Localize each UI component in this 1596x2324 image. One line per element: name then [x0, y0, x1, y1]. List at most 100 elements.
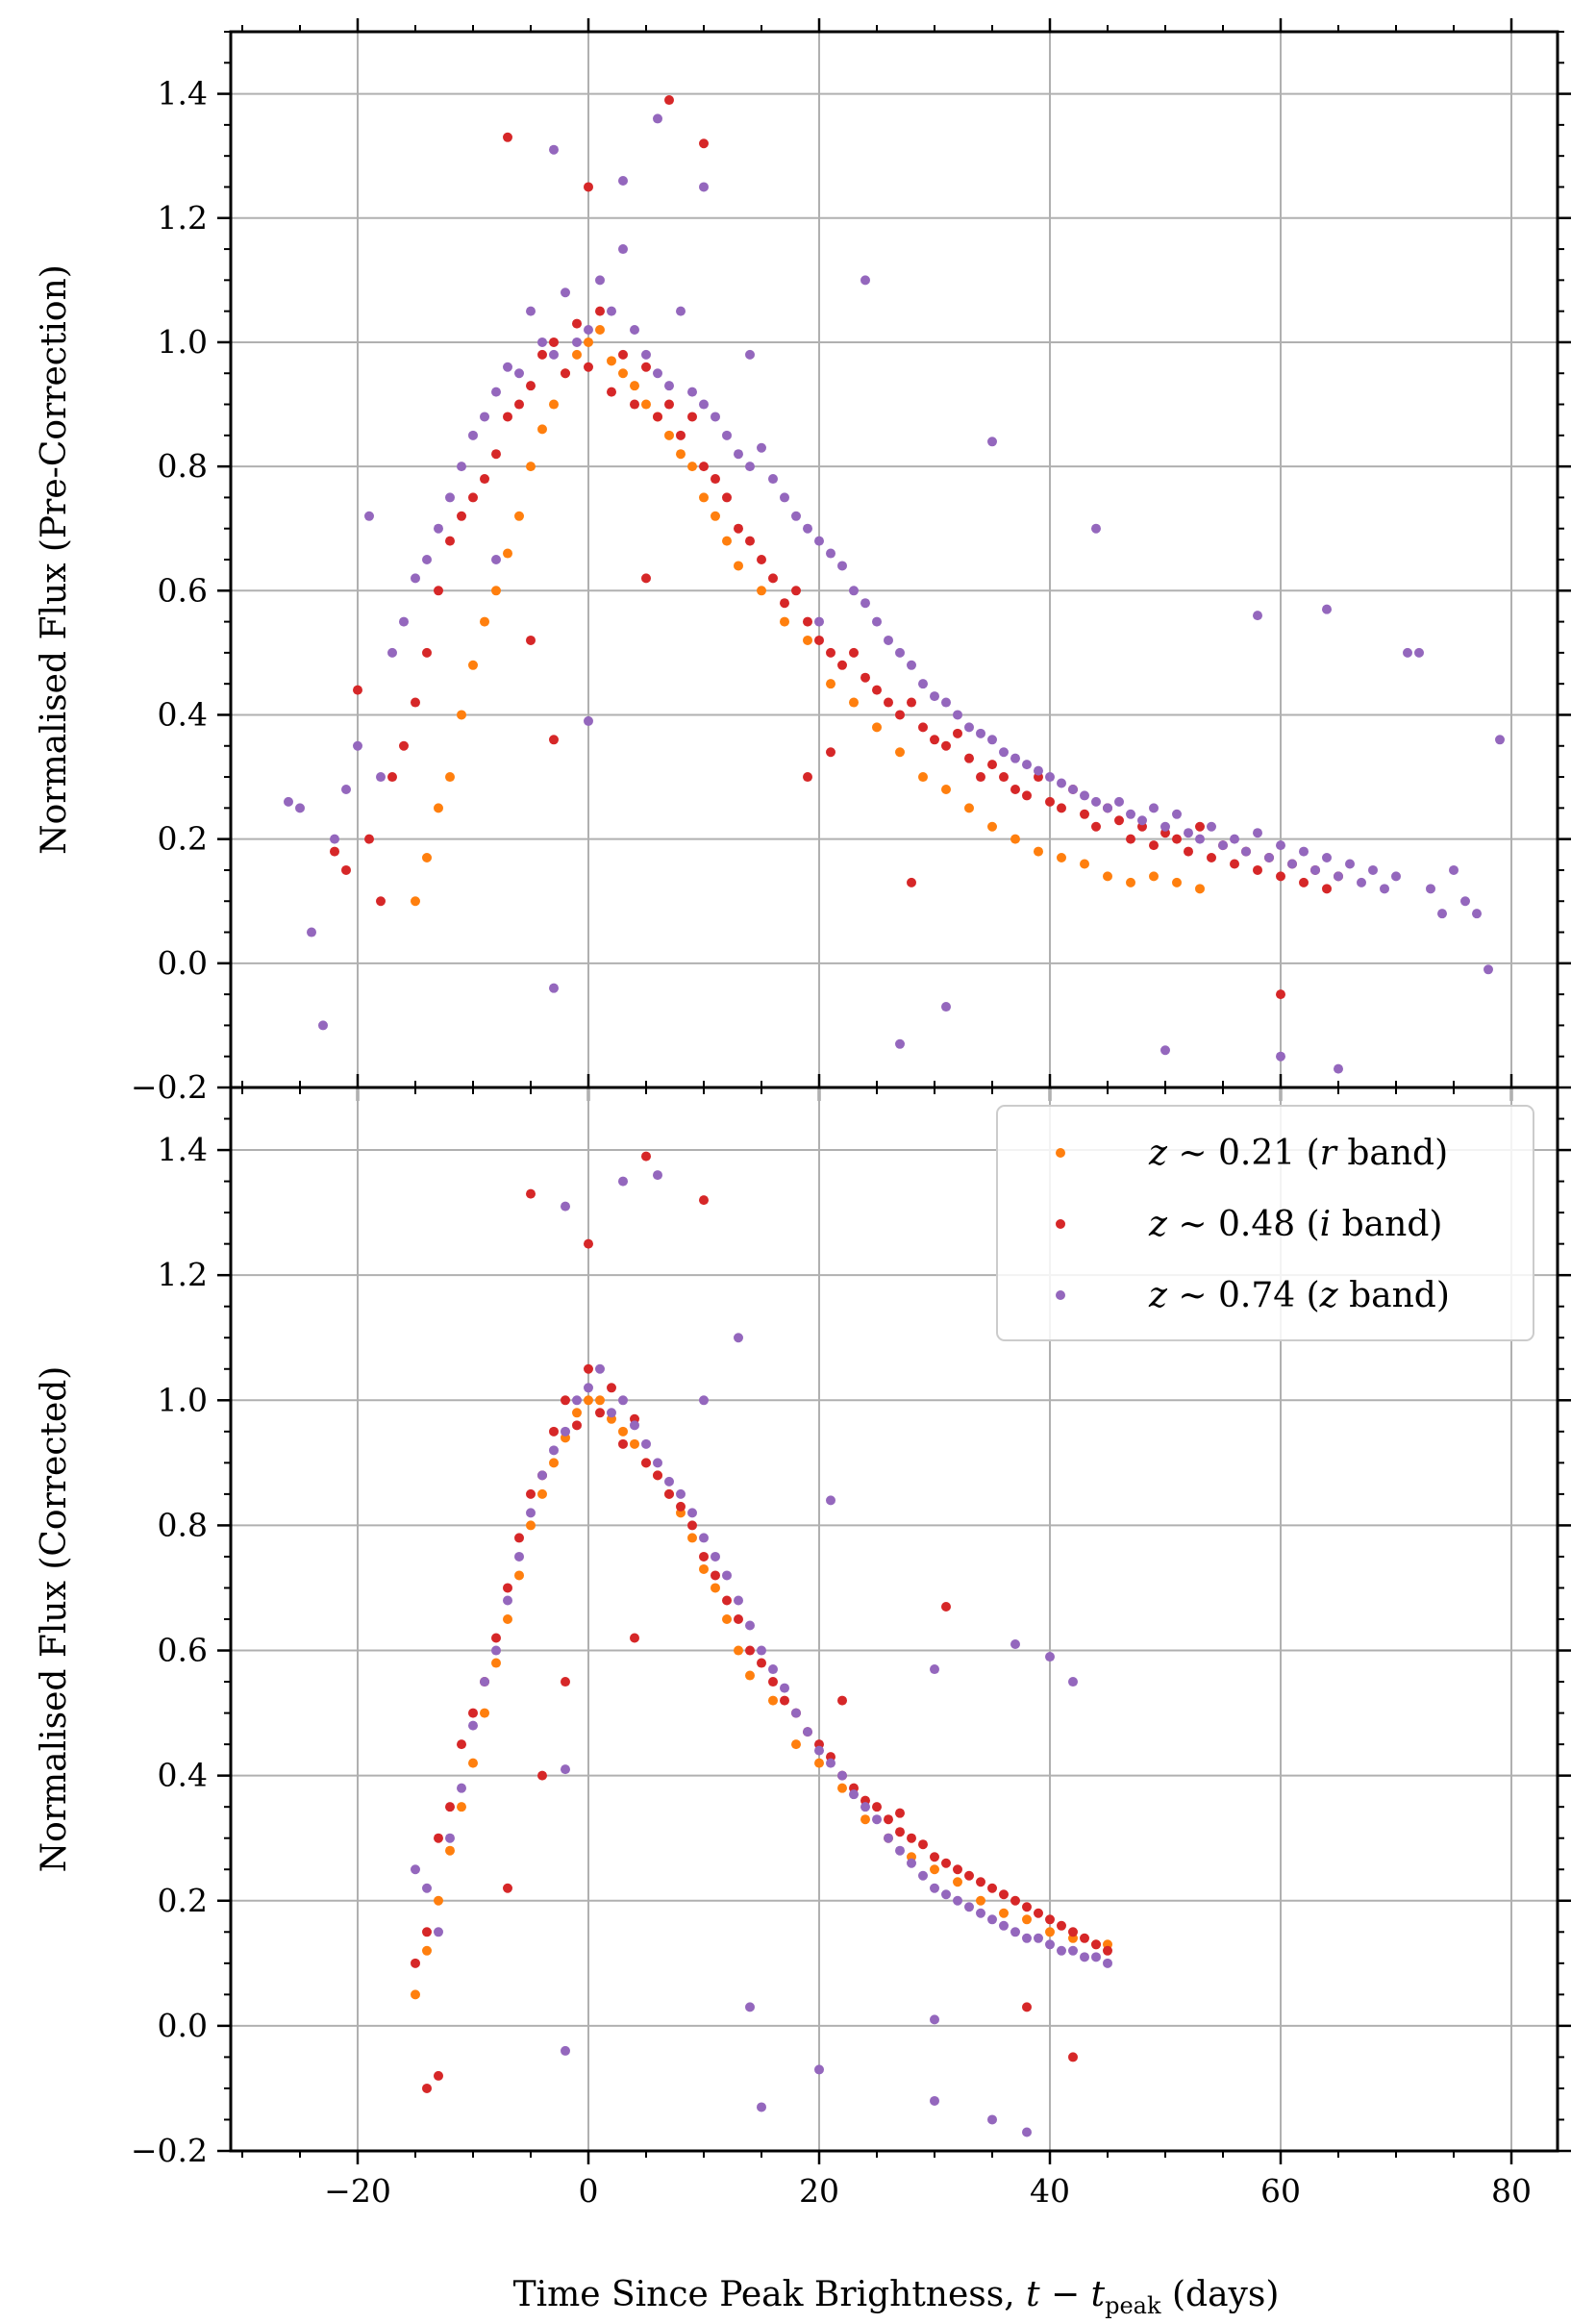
data-point — [1022, 1902, 1032, 1912]
data-point — [699, 138, 709, 149]
data-point — [1195, 821, 1205, 832]
data-point — [1022, 2002, 1032, 2012]
data-point — [653, 1458, 662, 1468]
data-point — [422, 853, 432, 863]
data-point — [964, 1902, 974, 1912]
data-point — [618, 1395, 628, 1406]
data-point — [1345, 859, 1355, 869]
data-point — [884, 1833, 893, 1843]
data-point — [860, 275, 870, 286]
data-point — [664, 430, 674, 440]
data-point — [1322, 604, 1332, 614]
data-point — [1230, 834, 1239, 844]
x-axis-label: Time Since Peak Brightness, t − tpeak (d… — [513, 2275, 1280, 2319]
data-point — [1091, 523, 1101, 534]
data-point — [699, 399, 709, 410]
data-point — [791, 586, 801, 596]
data-point — [480, 616, 489, 627]
data-point — [1380, 884, 1389, 894]
data-point — [422, 1927, 432, 1937]
data-point — [1045, 1927, 1055, 1937]
data-point — [387, 772, 397, 783]
data-point — [907, 1858, 916, 1868]
data-point — [837, 1770, 847, 1781]
data-point — [1172, 809, 1182, 819]
data-point — [353, 685, 362, 695]
data-point — [1391, 871, 1401, 882]
data-point — [1414, 647, 1424, 658]
data-point — [930, 2014, 939, 2025]
data-point — [676, 430, 686, 440]
y-tick-label: 1.2 — [158, 1256, 208, 1293]
data-point — [687, 387, 697, 397]
data-point — [1114, 796, 1124, 807]
data-point — [1230, 859, 1239, 869]
data-point — [676, 449, 686, 460]
data-point — [549, 1426, 559, 1437]
data-point — [526, 1488, 536, 1499]
data-point — [537, 349, 547, 360]
data-point — [1103, 871, 1112, 882]
data-point — [422, 2083, 432, 2093]
data-point — [1010, 834, 1020, 844]
data-point — [734, 449, 743, 460]
data-point — [1357, 877, 1366, 887]
data-point — [549, 1458, 559, 1468]
data-point — [953, 728, 962, 738]
data-point — [1057, 1945, 1066, 1956]
data-point — [964, 803, 974, 813]
y-tick-label: 1.4 — [158, 1131, 208, 1168]
data-point — [1068, 2052, 1078, 2062]
data-point — [526, 1508, 536, 1518]
data-point — [1080, 1952, 1089, 1962]
data-point — [1126, 834, 1135, 844]
data-point — [1022, 790, 1032, 801]
data-point — [814, 1745, 824, 1756]
data-point — [941, 784, 951, 794]
data-point — [999, 1908, 1009, 1918]
x-ticks: −20 0 20 40 60 80 — [324, 2172, 1532, 2210]
data-point — [987, 2114, 997, 2125]
data-point — [895, 1808, 905, 1818]
data-point — [584, 1363, 593, 1374]
data-point — [664, 399, 674, 410]
data-point — [699, 1195, 709, 1206]
data-point — [387, 647, 397, 658]
legend-label-z: z ∼ 0.74 (z band) — [1148, 1276, 1450, 1315]
data-point — [745, 1670, 755, 1681]
data-point — [434, 523, 443, 534]
legend-entry-z: z ∼ 0.74 (z band) — [1056, 1276, 1450, 1315]
x-axis-label-units: (days) — [1161, 2275, 1280, 2314]
data-point — [699, 1395, 709, 1406]
data-point — [641, 573, 651, 584]
data-point — [930, 1864, 939, 1875]
data-point — [918, 679, 928, 689]
data-point — [457, 710, 466, 720]
data-point — [941, 1889, 951, 1900]
data-point — [791, 1708, 801, 1718]
data-point — [1334, 1063, 1343, 1074]
data-point — [814, 1758, 824, 1768]
data-point — [941, 697, 951, 708]
data-point — [1126, 809, 1135, 819]
data-point — [434, 803, 443, 813]
legend-box — [996, 1105, 1534, 1341]
data-point — [561, 1764, 570, 1775]
legend: z ∼ 0.21 (r band) z ∼ 0.48 (i band) z ∼ … — [996, 1105, 1534, 1341]
y-axis-label-corrected: Normalised Flux (Corrected) — [35, 1366, 74, 1873]
data-point — [849, 647, 859, 658]
data-point — [976, 1895, 985, 1906]
data-point — [768, 474, 778, 485]
data-point — [399, 616, 409, 627]
data-point — [1449, 864, 1459, 875]
data-point — [514, 1533, 524, 1543]
data-point — [734, 561, 743, 571]
data-point — [895, 710, 905, 720]
data-point — [526, 306, 536, 316]
data-point — [1091, 796, 1101, 807]
grid-pre-correction — [231, 32, 1558, 1088]
data-point — [1068, 1927, 1078, 1937]
data-point — [549, 349, 559, 360]
data-point — [572, 337, 582, 347]
data-point — [526, 381, 536, 391]
